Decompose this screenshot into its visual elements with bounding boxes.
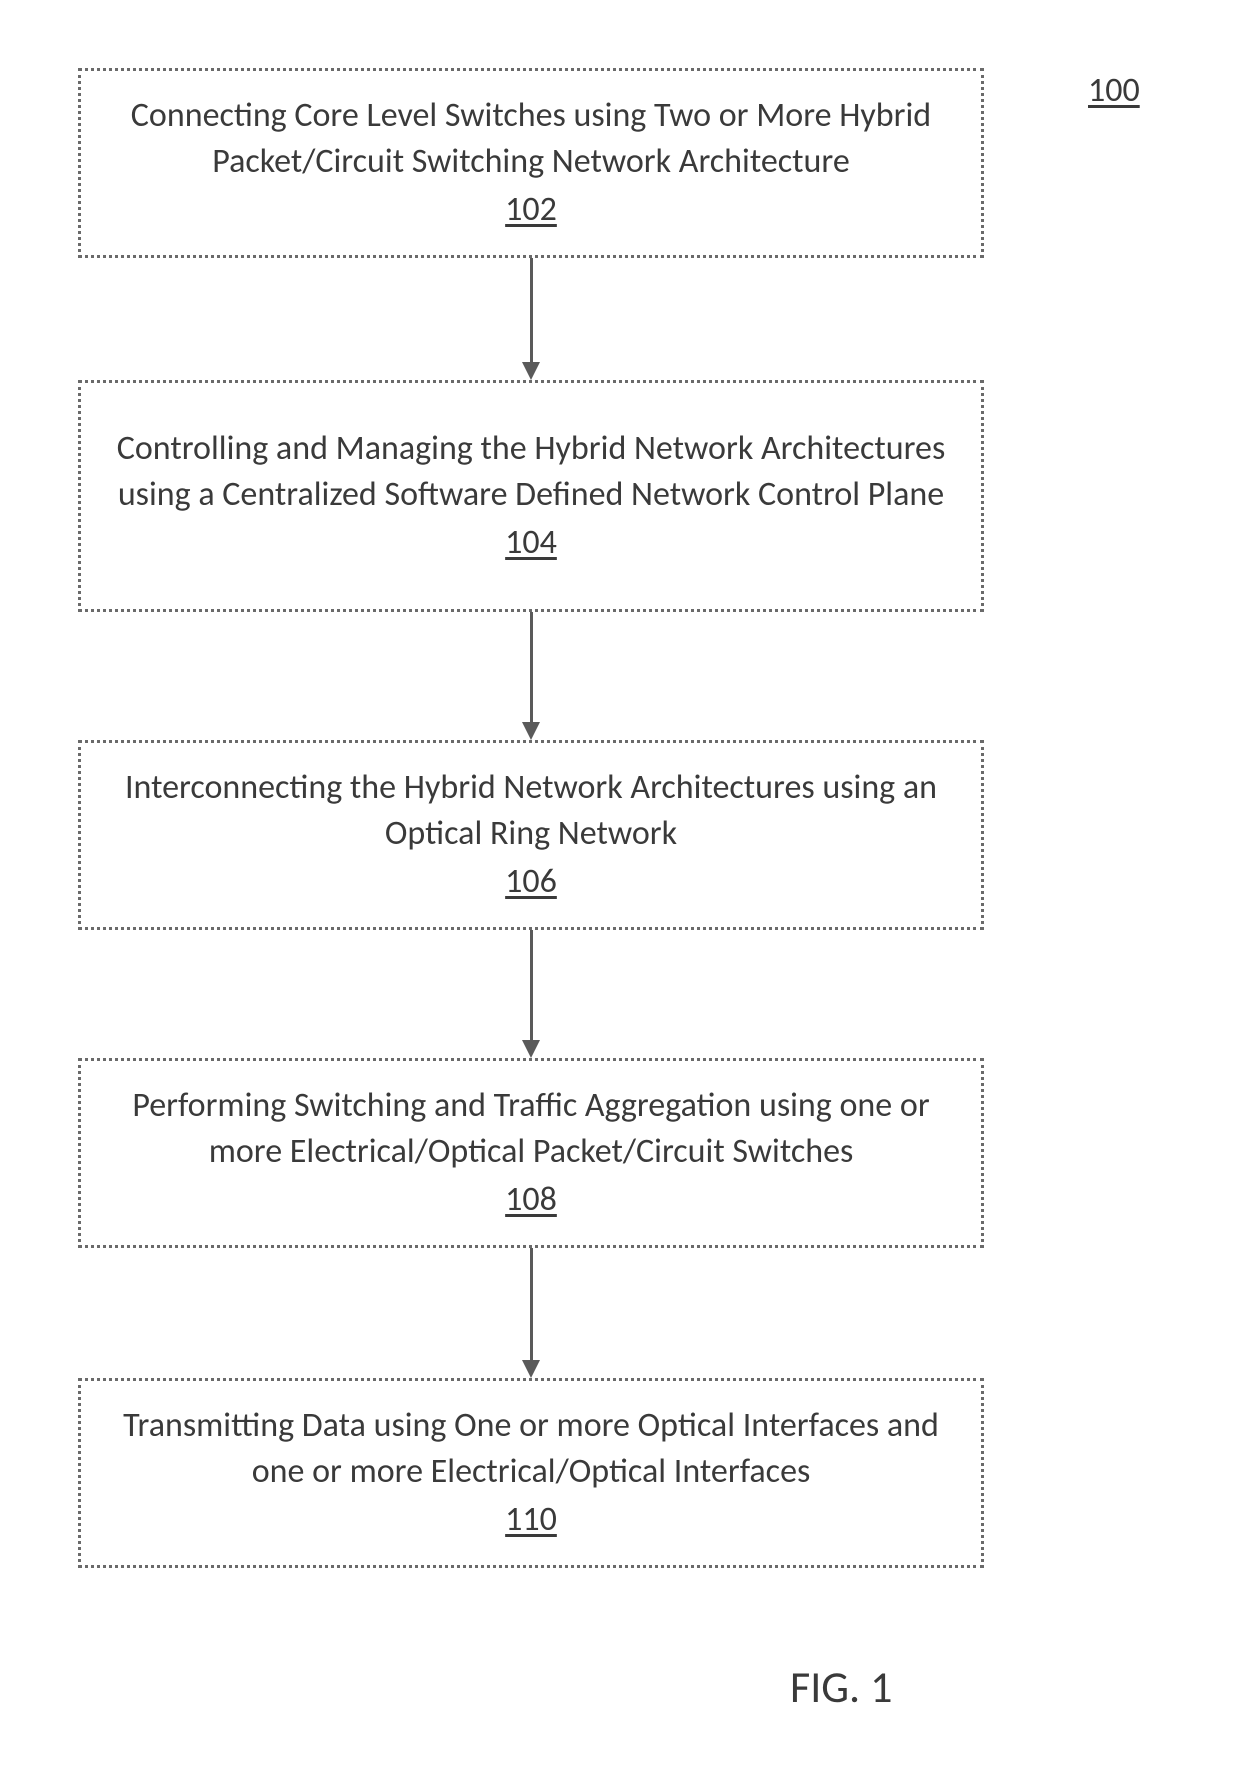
flow-node-ref: 110 <box>505 1497 557 1543</box>
arrow-line <box>530 930 533 1040</box>
arrow-head-icon <box>522 362 540 380</box>
arrow-line <box>530 612 533 722</box>
flow-node-ref: 102 <box>505 187 557 233</box>
flow-node-104: Controlling and Managing the Hybrid Netw… <box>78 380 984 612</box>
flow-node-label: Interconnecting the Hybrid Network Archi… <box>111 765 951 857</box>
flow-node-110: Transmitting Data using One or more Opti… <box>78 1378 984 1568</box>
arrow-head-icon <box>522 1360 540 1378</box>
figure-number: 100 <box>1088 70 1140 111</box>
figure-caption: FIG. 1 <box>790 1660 892 1714</box>
flow-node-label: Performing Switching and Traffic Aggrega… <box>111 1083 951 1175</box>
flow-node-106: Interconnecting the Hybrid Network Archi… <box>78 740 984 930</box>
arrow-line <box>530 258 533 362</box>
flow-node-label: Connecting Core Level Switches using Two… <box>111 93 951 185</box>
flow-node-108: Performing Switching and Traffic Aggrega… <box>78 1058 984 1248</box>
arrow-head-icon <box>522 722 540 740</box>
arrow-head-icon <box>522 1040 540 1058</box>
flow-node-label: Transmitting Data using One or more Opti… <box>111 1403 951 1495</box>
flow-node-ref: 104 <box>505 520 557 566</box>
flow-node-label: Controlling and Managing the Hybrid Netw… <box>111 426 951 518</box>
arrow-line <box>530 1248 533 1360</box>
flow-node-102: Connecting Core Level Switches using Two… <box>78 68 984 258</box>
flow-node-ref: 106 <box>505 859 557 905</box>
flow-node-ref: 108 <box>505 1177 557 1223</box>
flowchart-canvas: 100 Connecting Core Level Switches using… <box>0 0 1240 1786</box>
